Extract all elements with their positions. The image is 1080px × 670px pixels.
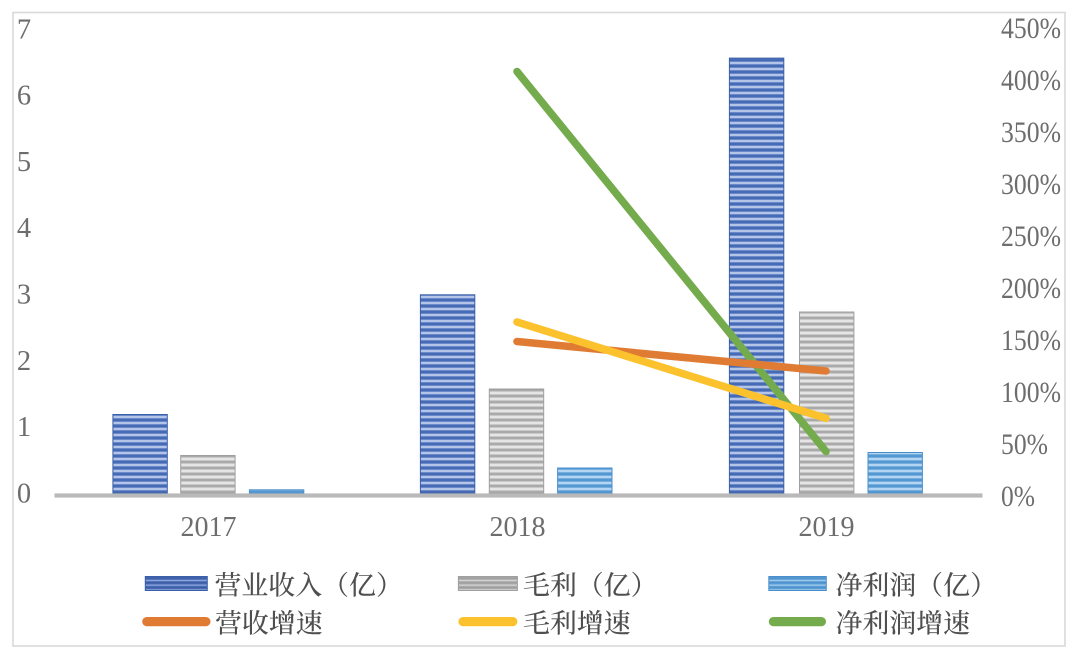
svg-text:200%: 200% <box>1001 272 1061 305</box>
svg-text:300%: 300% <box>1001 168 1061 201</box>
svg-text:2019: 2019 <box>799 512 855 543</box>
svg-text:2018: 2018 <box>490 512 546 543</box>
svg-text:2017: 2017 <box>181 512 237 543</box>
svg-text:4: 4 <box>17 213 31 244</box>
svg-text:50%: 50% <box>1001 428 1048 461</box>
svg-text:350%: 350% <box>1001 116 1061 149</box>
svg-text:5: 5 <box>17 147 31 178</box>
svg-text:0: 0 <box>17 478 31 509</box>
svg-text:7: 7 <box>17 14 31 45</box>
svg-text:100%: 100% <box>1001 376 1061 409</box>
svg-text:2: 2 <box>17 346 31 377</box>
svg-text:3: 3 <box>17 280 31 311</box>
svg-text:150%: 150% <box>1001 324 1061 357</box>
svg-text:0%: 0% <box>1001 480 1035 513</box>
svg-text:450%: 450% <box>1001 12 1061 45</box>
svg-text:6: 6 <box>17 81 31 112</box>
svg-text:400%: 400% <box>1001 64 1061 97</box>
svg-text:1: 1 <box>17 412 31 443</box>
svg-text:250%: 250% <box>1001 220 1061 253</box>
